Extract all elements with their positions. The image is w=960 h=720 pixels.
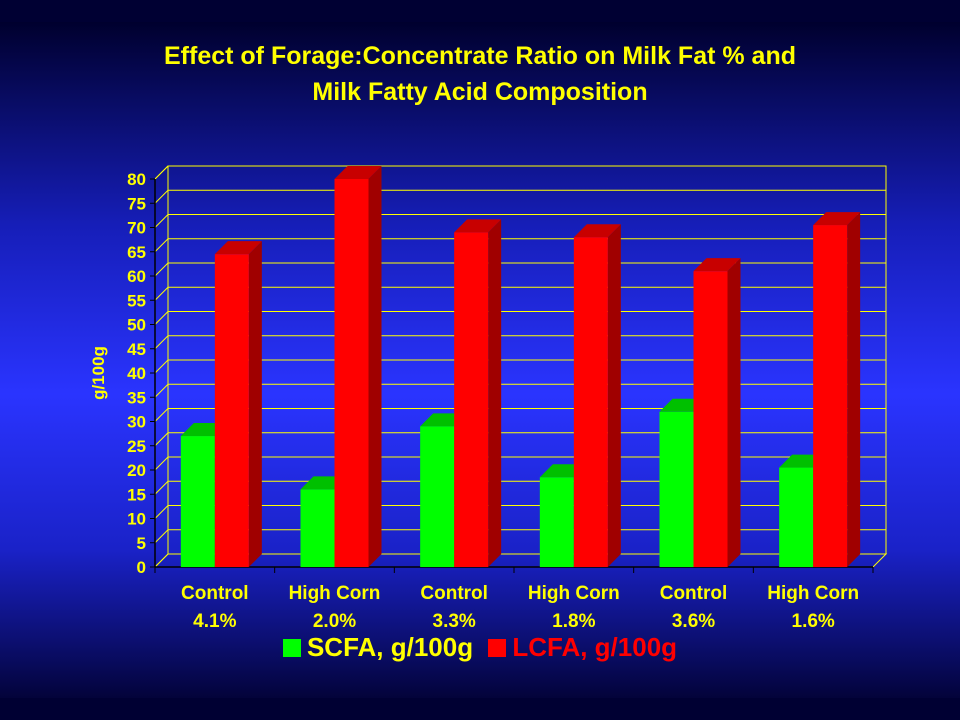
legend-item-lcfa: LCFA, g/100g bbox=[488, 632, 677, 662]
bar-scfa-1 bbox=[180, 436, 215, 567]
y-tick-label: 65 bbox=[127, 243, 146, 262]
bar-lcfa-1 bbox=[214, 254, 249, 568]
y-tick-label: 45 bbox=[127, 340, 146, 359]
x-tick-label-1-line-1: Control bbox=[181, 583, 249, 604]
y-tick-label: 15 bbox=[127, 485, 146, 504]
y-tick-label: 0 bbox=[137, 558, 146, 577]
gridline-side bbox=[154, 189, 169, 204]
y-tick-label: 20 bbox=[127, 461, 146, 480]
x-tick-label-2-line-1: High Corn bbox=[289, 583, 381, 604]
y-axis-label: g/100g bbox=[89, 346, 108, 400]
bar-scfa-4 bbox=[539, 477, 574, 567]
chart-title: Effect of Forage:Concentrate Ratio on Mi… bbox=[0, 38, 960, 110]
x-tick-label-6-line-2: 1.6% bbox=[792, 611, 835, 632]
bar-top-lcfa-6 bbox=[813, 212, 861, 226]
y-tick-label: 25 bbox=[127, 437, 146, 456]
plot-floor bbox=[153, 553, 888, 568]
y-tick-label: 5 bbox=[137, 534, 146, 553]
bar-side-lcfa-4 bbox=[607, 224, 621, 567]
legend: SCFA, g/100g LCFA, g/100g bbox=[0, 632, 960, 662]
bar-lcfa-6 bbox=[813, 225, 848, 567]
gridline-side bbox=[154, 214, 169, 228]
bar-side-lcfa-1 bbox=[248, 241, 262, 568]
chart-title-line-1: Effect of Forage:Concentrate Ratio on Mi… bbox=[164, 42, 796, 70]
gridline-side bbox=[154, 335, 169, 350]
bar-lcfa-2 bbox=[334, 179, 369, 567]
bar-side-lcfa-3 bbox=[488, 219, 502, 567]
y-tick-label: 10 bbox=[127, 510, 146, 529]
gridline-side bbox=[154, 408, 169, 422]
bar-scfa-5 bbox=[659, 411, 694, 567]
y-tick-label: 70 bbox=[127, 219, 146, 238]
gridline-side bbox=[154, 553, 169, 568]
bar-lcfa-5 bbox=[693, 271, 728, 567]
gridline-side bbox=[154, 311, 169, 325]
x-tick-label-2-line-2: 2.0% bbox=[313, 611, 356, 632]
bar-top-lcfa-1 bbox=[214, 241, 262, 255]
y-tick-label: 50 bbox=[127, 316, 146, 335]
y-tick-label: 60 bbox=[127, 267, 146, 286]
gridline-side bbox=[154, 383, 169, 398]
bar-side-lcfa-5 bbox=[727, 258, 741, 567]
gridline-side bbox=[154, 456, 169, 471]
y-tick-label: 75 bbox=[127, 194, 146, 213]
gridline-side bbox=[154, 238, 169, 253]
gridline-side bbox=[154, 480, 169, 495]
legend-label-lcfa: LCFA, g/100g bbox=[512, 632, 678, 662]
y-tick-label: 30 bbox=[127, 413, 146, 432]
x-tick-label-5-line-1: Control bbox=[660, 583, 728, 604]
gridline-side bbox=[154, 359, 169, 374]
bar-top-lcfa-5 bbox=[693, 258, 741, 272]
gridline-side bbox=[154, 262, 169, 277]
y-tick-label: 40 bbox=[127, 364, 146, 383]
bar-top-lcfa-2 bbox=[334, 166, 382, 179]
y-tick-label: 35 bbox=[127, 388, 146, 407]
legend-label-scfa: SCFA, g/100g bbox=[306, 632, 474, 662]
gridline-side bbox=[154, 165, 169, 180]
x-tick-label-4-line-1: High Corn bbox=[528, 583, 620, 604]
gridline-side bbox=[154, 529, 169, 544]
bar-top-lcfa-4 bbox=[573, 224, 621, 238]
x-tick-label-6-line-1: High Corn bbox=[767, 583, 859, 604]
chart-title-line-2: Milk Fatty Acid Composition bbox=[312, 78, 648, 106]
x-tick-label-3-line-2: 3.3% bbox=[433, 611, 476, 632]
bar-top-lcfa-3 bbox=[454, 219, 502, 233]
legend-swatch-lcfa bbox=[488, 639, 507, 657]
x-tick-label-3-line-1: Control bbox=[420, 583, 488, 604]
legend-item-scfa: SCFA, g/100g bbox=[282, 632, 474, 662]
x-tick-label-5-line-2: 3.6% bbox=[672, 611, 715, 632]
y-tick-label: 80 bbox=[127, 170, 146, 189]
gridline-side bbox=[154, 286, 169, 301]
bar-side-lcfa-6 bbox=[847, 212, 861, 567]
x-tick-label-1-line-2: 4.1% bbox=[193, 611, 236, 632]
bar-lcfa-4 bbox=[573, 237, 608, 567]
bar-scfa-3 bbox=[420, 426, 455, 567]
bar-scfa-2 bbox=[300, 489, 335, 567]
x-tick-label-4-line-2: 1.8% bbox=[552, 611, 595, 632]
legend-swatch-scfa bbox=[282, 639, 301, 657]
bar-scfa-6 bbox=[779, 467, 814, 567]
bar-side-lcfa-2 bbox=[368, 166, 382, 567]
y-tick-label: 55 bbox=[127, 291, 146, 310]
gridline-side bbox=[154, 432, 169, 447]
bar-lcfa-3 bbox=[454, 232, 489, 567]
gridline-side bbox=[154, 505, 169, 519]
